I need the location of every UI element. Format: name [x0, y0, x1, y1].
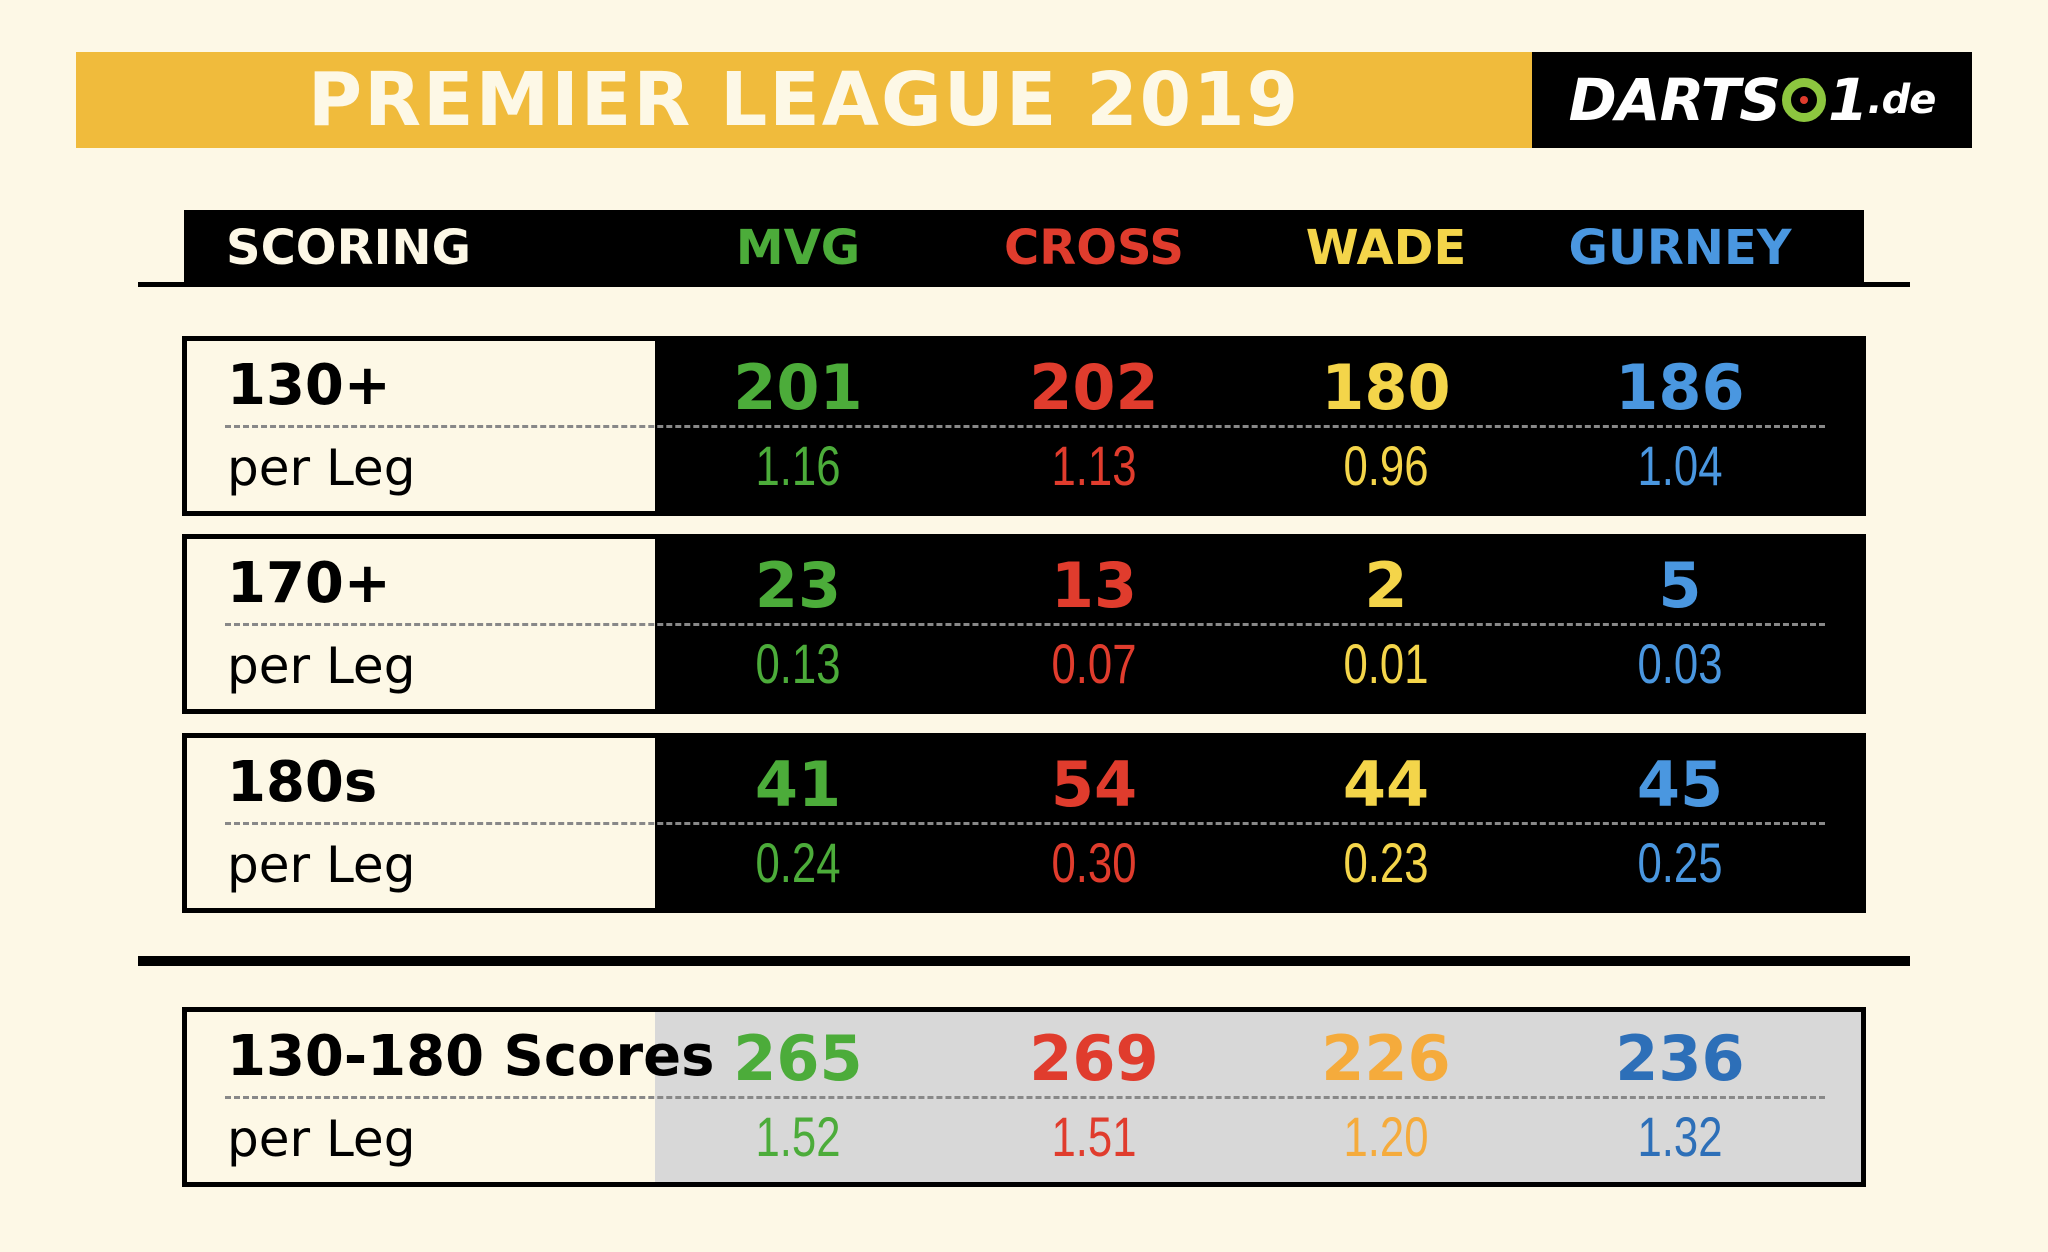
dashed-divider	[225, 1096, 1825, 1099]
column-header-mvg: MVG	[735, 220, 861, 276]
per-leg-value-wade: 0.23	[1343, 831, 1429, 894]
row-sub-label: per Leg	[227, 637, 416, 695]
logo-text-one: 1	[1828, 66, 1868, 134]
per-leg-value-gurney: 1.04	[1637, 434, 1723, 497]
stat-block: 180s per Leg 41 0.24 54 0.30 44 0.23 45 0.25	[182, 733, 1866, 913]
value-mvg: 41	[754, 748, 842, 821]
row-label: 170+	[227, 551, 391, 616]
dashed-divider	[225, 425, 1825, 428]
per-leg-value-mvg: 0.13	[755, 632, 841, 695]
value-mvg: 201	[733, 351, 863, 424]
value-gurney: 45	[1636, 748, 1724, 821]
column-header-cross: CROSS	[1004, 220, 1184, 276]
row-label: 130-180 Scores	[227, 1024, 715, 1089]
value-gurney: 5	[1658, 549, 1702, 622]
value-gurney: 186	[1615, 351, 1745, 424]
value-wade: 226	[1321, 1022, 1451, 1095]
row-label: 130+	[227, 353, 391, 418]
logo-text-darts: DARTS	[1568, 66, 1781, 134]
page-title: PREMIER LEAGUE 2019	[307, 57, 1301, 143]
stat-block: 170+ per Leg 23 0.13 13 0.07 2 0.01 5 0.03	[182, 534, 1866, 714]
section-separator	[138, 956, 1910, 966]
per-leg-value-wade: 0.96	[1343, 434, 1429, 497]
logo-text-domain: .de	[1867, 77, 1936, 123]
per-leg-value-cross: 1.51	[1051, 1105, 1137, 1168]
title-banner: PREMIER LEAGUE 2019	[76, 52, 1532, 148]
per-leg-value-mvg: 0.24	[755, 831, 841, 894]
per-leg-value-gurney: 0.03	[1637, 632, 1723, 695]
value-gurney: 236	[1615, 1022, 1745, 1095]
per-leg-value-cross: 1.13	[1051, 434, 1137, 497]
dashed-divider	[225, 623, 1825, 626]
table-header: SCORING MVG CROSS WADE GURNEY	[184, 210, 1864, 286]
value-cross: 202	[1029, 351, 1159, 424]
per-leg-value-gurney: 1.32	[1637, 1105, 1723, 1168]
stat-block: 130+ per Leg 201 1.16 202 1.13 180 0.96 186 1.04	[182, 336, 1866, 516]
per-leg-value-cross: 0.07	[1051, 632, 1137, 695]
stat-block: 130-180 Scores per Leg 265 1.52 269 1.51 226 1.…	[182, 1007, 1866, 1187]
row-sub-label: per Leg	[227, 836, 416, 894]
row-sub-label: per Leg	[227, 439, 416, 497]
dashed-divider	[225, 822, 1825, 825]
scoring-header: SCORING	[226, 220, 471, 276]
per-leg-value-cross: 0.30	[1051, 831, 1137, 894]
row-sub-label: per Leg	[227, 1110, 416, 1168]
value-wade: 180	[1321, 351, 1451, 424]
per-leg-value-gurney: 0.25	[1637, 831, 1723, 894]
value-wade: 44	[1342, 748, 1430, 821]
column-header-wade: WADE	[1305, 220, 1467, 276]
darts1-logo: DARTS 1 .de	[1532, 52, 1972, 148]
value-mvg: 265	[733, 1022, 863, 1095]
column-header-gurney: GURNEY	[1568, 220, 1792, 276]
per-leg-value-mvg: 1.16	[755, 434, 841, 497]
value-cross: 13	[1050, 549, 1138, 622]
per-leg-value-mvg: 1.52	[755, 1105, 841, 1168]
value-cross: 269	[1029, 1022, 1159, 1095]
value-cross: 54	[1050, 748, 1138, 821]
row-label: 180s	[227, 750, 378, 815]
dartboard-icon	[1782, 78, 1827, 122]
value-wade: 2	[1364, 549, 1408, 622]
value-mvg: 23	[754, 549, 842, 622]
per-leg-value-wade: 0.01	[1343, 632, 1429, 695]
per-leg-value-wade: 1.20	[1343, 1105, 1429, 1168]
